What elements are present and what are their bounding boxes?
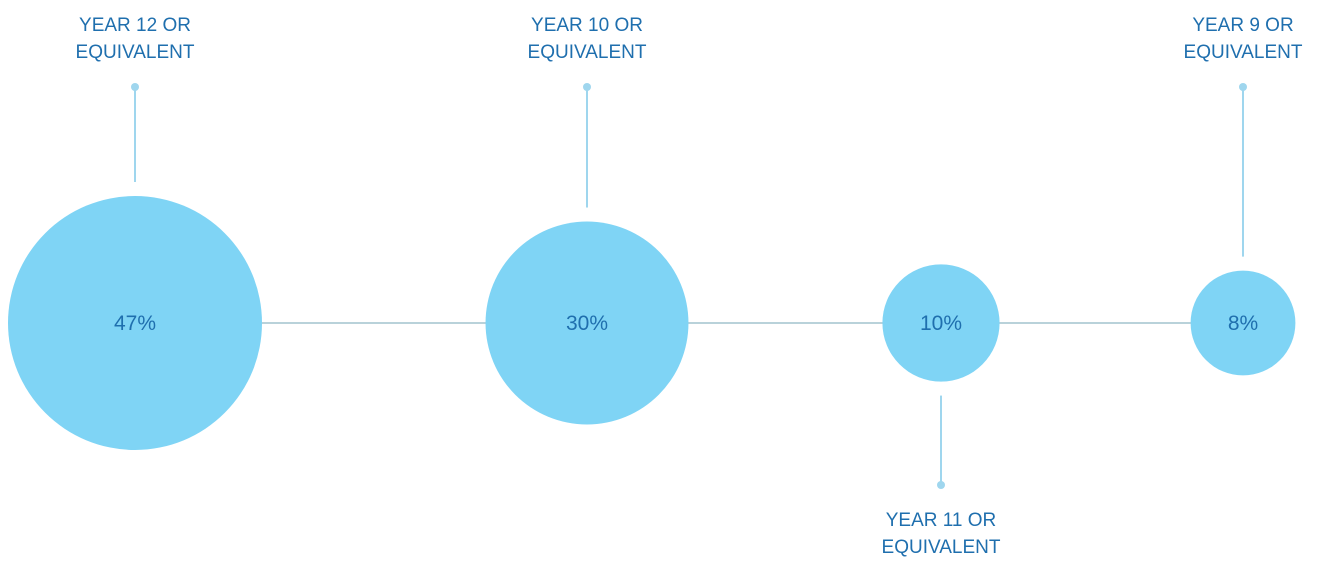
category-label-4-line-1: YEAR 9 OR: [1192, 15, 1293, 36]
value-label-3: 10%: [920, 312, 962, 335]
category-label-2-line-2: EQUIVALENT: [528, 42, 647, 63]
category-label-3-line-2: EQUIVALENT: [882, 537, 1001, 558]
bubble-4: [1190, 270, 1296, 376]
value-label-1: 47%: [114, 312, 156, 335]
category-label-4-line-2: EQUIVALENT: [1184, 42, 1303, 63]
connector-dot-4: [1239, 83, 1247, 91]
category-label-2-line-1: YEAR 10 OR: [531, 15, 643, 36]
category-label-1-line-2: EQUIVALENT: [76, 42, 195, 63]
bubble-1: [8, 196, 262, 450]
value-label-4: 8%: [1228, 312, 1258, 335]
connector-dot-3: [937, 481, 945, 489]
bubble-2: [485, 221, 689, 425]
value-label-2: 30%: [566, 312, 608, 335]
connector-dot-1: [131, 83, 139, 91]
category-label-1-line-1: YEAR 12 OR: [79, 15, 191, 36]
bubble-3: [882, 264, 1000, 382]
connector-dot-2: [583, 83, 591, 91]
category-label-3-line-1: YEAR 11 OR: [886, 510, 997, 531]
